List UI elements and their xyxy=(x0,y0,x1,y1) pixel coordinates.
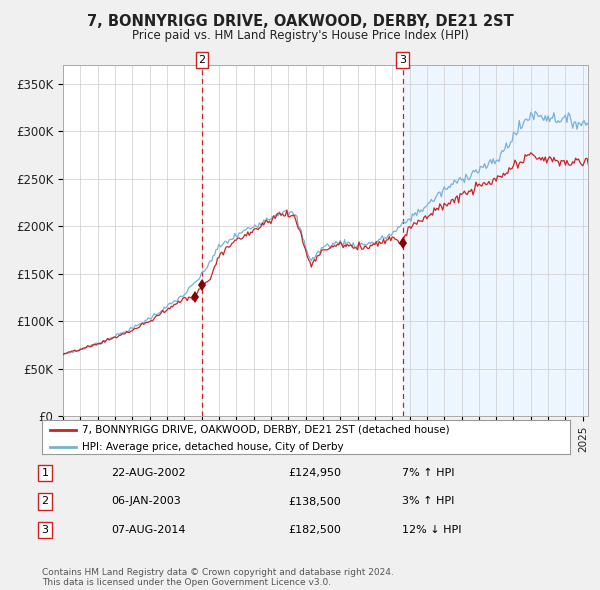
Text: 12% ↓ HPI: 12% ↓ HPI xyxy=(402,525,461,535)
Text: 2: 2 xyxy=(199,55,206,65)
Text: 3: 3 xyxy=(41,525,49,535)
Text: 07-AUG-2014: 07-AUG-2014 xyxy=(111,525,185,535)
Text: 2: 2 xyxy=(41,497,49,506)
Text: £138,500: £138,500 xyxy=(288,497,341,506)
Text: 1: 1 xyxy=(41,468,49,478)
Text: 7, BONNYRIGG DRIVE, OAKWOOD, DERBY, DE21 2ST: 7, BONNYRIGG DRIVE, OAKWOOD, DERBY, DE21… xyxy=(86,14,514,30)
Text: 3% ↑ HPI: 3% ↑ HPI xyxy=(402,497,454,506)
Text: 06-JAN-2003: 06-JAN-2003 xyxy=(111,497,181,506)
Text: 22-AUG-2002: 22-AUG-2002 xyxy=(111,468,185,478)
Text: 7, BONNYRIGG DRIVE, OAKWOOD, DERBY, DE21 2ST (detached house): 7, BONNYRIGG DRIVE, OAKWOOD, DERBY, DE21… xyxy=(82,425,449,435)
Text: 3: 3 xyxy=(399,55,406,65)
Text: Contains HM Land Registry data © Crown copyright and database right 2024.
This d: Contains HM Land Registry data © Crown c… xyxy=(42,568,394,587)
Text: Price paid vs. HM Land Registry's House Price Index (HPI): Price paid vs. HM Land Registry's House … xyxy=(131,29,469,42)
Text: £124,950: £124,950 xyxy=(288,468,341,478)
Text: £182,500: £182,500 xyxy=(288,525,341,535)
Text: HPI: Average price, detached house, City of Derby: HPI: Average price, detached house, City… xyxy=(82,442,343,452)
Bar xyxy=(403,65,588,416)
Text: 7% ↑ HPI: 7% ↑ HPI xyxy=(402,468,455,478)
